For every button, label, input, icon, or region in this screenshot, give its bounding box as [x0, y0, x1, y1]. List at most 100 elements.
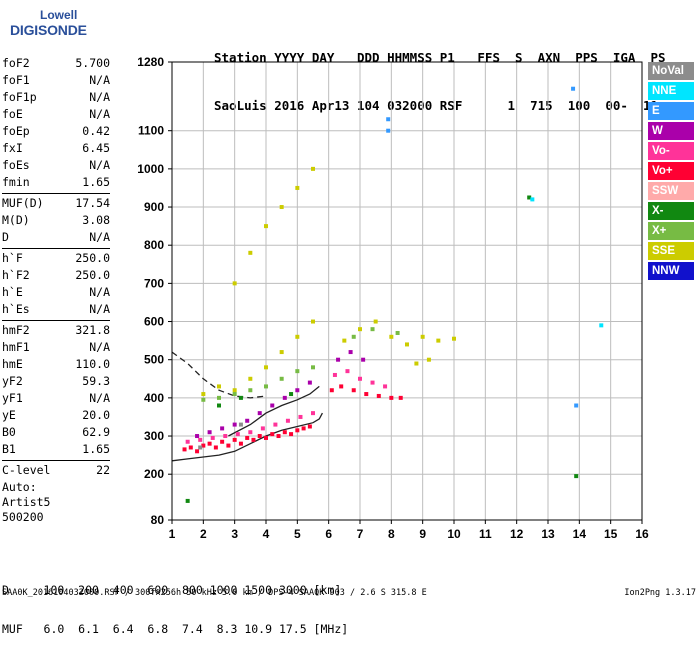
- data-point: [260, 426, 265, 431]
- data-point: [289, 432, 294, 437]
- data-point: [311, 166, 315, 171]
- param-row: foEp 0.42: [2, 124, 110, 141]
- param-name: B0: [2, 425, 16, 439]
- plot-frame: [171, 61, 643, 521]
- param-name: hmF1: [2, 340, 30, 354]
- data-point: [285, 418, 290, 423]
- data-point: [207, 441, 212, 446]
- data-point: [232, 388, 237, 393]
- data-point: [226, 443, 231, 448]
- param-name: foF1p: [2, 90, 37, 104]
- param-row: yE 20.0: [2, 408, 110, 425]
- x-tick-label: 6: [325, 527, 332, 541]
- data-point: [220, 439, 225, 444]
- data-point: [264, 365, 268, 370]
- param-name: yE: [2, 408, 16, 422]
- data-point: [376, 393, 381, 398]
- data-point: [270, 403, 275, 408]
- data-point: [213, 445, 218, 450]
- param-value: N/A: [89, 230, 110, 244]
- param-name: h`E: [2, 285, 23, 299]
- param-row: h`F 250.0: [2, 251, 110, 268]
- param-row: C-level 22: [2, 463, 110, 480]
- x-tick-label: 1: [169, 527, 176, 541]
- data-point: [273, 422, 278, 427]
- data-point: [530, 197, 535, 202]
- param-value: 3.08: [82, 213, 110, 227]
- param-value: 17.54: [75, 196, 110, 210]
- data-point: [232, 437, 237, 442]
- auto-program: Artist5: [2, 495, 51, 509]
- data-point: [201, 443, 206, 448]
- data-point: [201, 392, 206, 397]
- data-point: [248, 250, 253, 255]
- data-point: [527, 195, 532, 200]
- param-row: foF1 N/A: [2, 73, 110, 90]
- param-name: h`F: [2, 251, 23, 265]
- polarization-legend: NoVal NNE E W Vo- Vo+ SSW X- X+ SSE NNW: [648, 62, 694, 282]
- data-point: [452, 336, 456, 341]
- param-separator: [2, 248, 110, 249]
- data-point: [198, 437, 203, 442]
- param-value: 1.65: [82, 175, 110, 189]
- param-row: hmF2 321.8: [2, 323, 110, 340]
- param-value: 59.3: [82, 374, 110, 388]
- param-name: yF2: [2, 374, 23, 388]
- param-value: N/A: [89, 340, 110, 354]
- data-point: [185, 498, 190, 503]
- param-value: N/A: [89, 90, 110, 104]
- data-point: [426, 357, 431, 362]
- data-point: [370, 327, 375, 332]
- param-row: foF2 5.700: [2, 56, 110, 73]
- data-point: [311, 411, 315, 416]
- data-point: [245, 435, 250, 440]
- data-point: [295, 388, 300, 393]
- y-axis-ticks: 80 200 300 400 500 600 700 800 900 1000 1100 1280: [137, 55, 164, 527]
- auto-label: Auto:: [2, 480, 37, 494]
- param-value: 6.45: [82, 141, 110, 155]
- profile-trace: [171, 412, 323, 462]
- data-point: [248, 388, 253, 393]
- param-name: D: [2, 230, 9, 244]
- chart-grid: [168, 61, 643, 524]
- data-point: [207, 430, 212, 435]
- y-tick-label: 200: [144, 467, 164, 481]
- param-row: h`E N/A: [2, 285, 110, 302]
- data-point: [571, 86, 576, 91]
- data-point: [279, 205, 284, 210]
- data-point: [311, 365, 315, 370]
- y-tick-label: 900: [144, 200, 164, 214]
- data-point: [232, 422, 237, 427]
- param-value: 22: [96, 463, 110, 477]
- data-point: [295, 334, 300, 339]
- data-point: [279, 376, 284, 381]
- data-point: [270, 432, 275, 437]
- param-separator: [2, 460, 110, 461]
- data-point: [351, 388, 356, 393]
- data-point: [398, 395, 403, 400]
- data-point: [248, 430, 253, 435]
- param-row: fmin 1.65: [2, 175, 110, 192]
- data-point: [311, 319, 315, 324]
- param-value: 250.0: [75, 251, 110, 265]
- data-point: [345, 369, 350, 374]
- legend-entry: NNW: [648, 262, 694, 280]
- logo-line1: Lowell: [40, 8, 78, 22]
- param-name: h`F2: [2, 268, 30, 282]
- data-point: [257, 411, 262, 416]
- x-tick-label: 11: [479, 527, 492, 541]
- auto-version: 500200: [2, 510, 44, 524]
- param-name: foF1: [2, 73, 30, 87]
- data-point: [414, 361, 419, 366]
- data-point: [386, 128, 391, 133]
- param-separator: [2, 193, 110, 194]
- data-point: [373, 319, 378, 324]
- y-tick-label: 700: [144, 276, 164, 290]
- data-point: [389, 334, 394, 339]
- param-row: hmF1 N/A: [2, 340, 110, 357]
- distance-row: D 100 200 400 600 800 1000 1500 3000 [km…: [2, 583, 342, 597]
- logo-line2: DIGISONDE: [10, 22, 87, 38]
- data-point: [336, 357, 341, 362]
- param-row: yF1 N/A: [2, 391, 110, 408]
- param-value: N/A: [89, 285, 110, 299]
